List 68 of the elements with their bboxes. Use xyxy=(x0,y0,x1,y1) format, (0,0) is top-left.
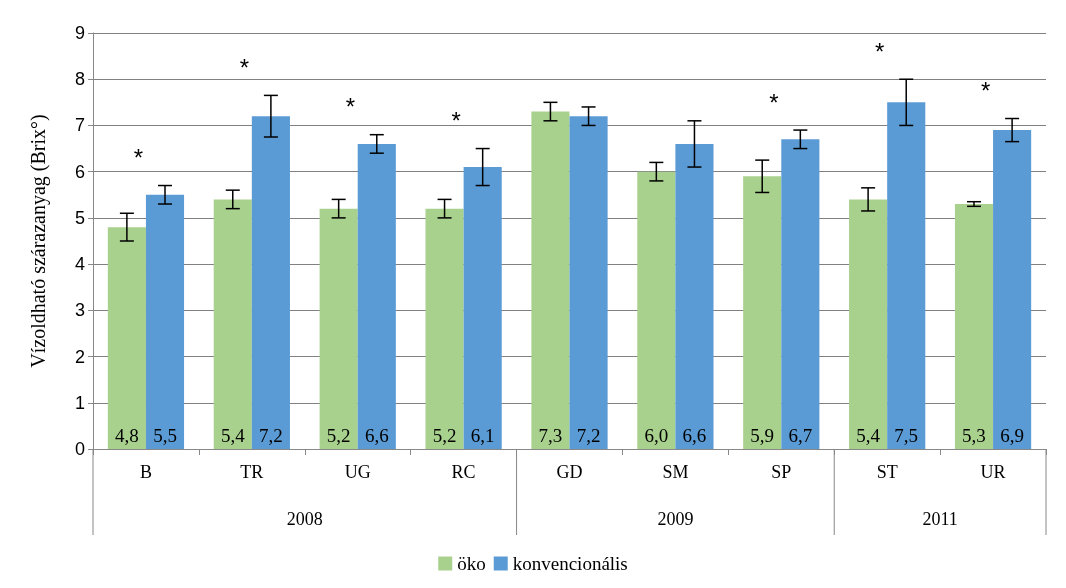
y-tick-label: 0 xyxy=(74,439,85,459)
text: 2008 xyxy=(286,509,323,529)
y-tick-label: 3 xyxy=(74,300,85,321)
bar xyxy=(569,116,608,449)
y-axis-title: Vízoldható szárazanyag (Brix°) xyxy=(27,114,50,368)
annotation: * xyxy=(451,107,461,135)
bar xyxy=(251,116,290,449)
bar xyxy=(849,199,888,449)
legend-label: konvencionális xyxy=(512,553,628,574)
bar xyxy=(357,143,396,449)
bar xyxy=(993,130,1032,449)
data-label: 5,4 xyxy=(856,425,881,446)
x-tick-label: SP xyxy=(771,462,792,482)
bar xyxy=(743,176,782,449)
data-label: 7,2 xyxy=(259,425,283,446)
y-tick-label: 8 xyxy=(74,69,85,90)
y-tick-label: 5 xyxy=(74,207,85,228)
data-label: 6,6 xyxy=(364,425,389,446)
bar xyxy=(107,227,146,449)
y-tick-label: 9 xyxy=(74,23,85,43)
data-label: 4,8 xyxy=(115,425,139,446)
bar xyxy=(319,208,358,449)
y-tick-label: 7 xyxy=(74,115,85,136)
data-label: 5,9 xyxy=(750,425,775,446)
data-label: 5,4 xyxy=(220,425,246,446)
annotation: * xyxy=(980,77,991,105)
bar xyxy=(887,102,926,449)
bar xyxy=(463,167,502,449)
y-tick-label: 2 xyxy=(74,346,85,367)
annotation: * xyxy=(239,53,250,81)
bar xyxy=(531,111,570,449)
x-tick-label: ST xyxy=(876,462,898,482)
x-tick-label: UG xyxy=(344,462,371,482)
bar xyxy=(781,139,820,449)
data-label: 7,3 xyxy=(538,425,563,446)
y-tick-label: 1 xyxy=(74,392,85,413)
bar xyxy=(675,143,714,449)
bar xyxy=(954,204,994,449)
data-label: 6,6 xyxy=(682,425,707,446)
data-label: 7,5 xyxy=(894,425,919,446)
data-label: 5,2 xyxy=(432,425,457,446)
x-tick-label: UR xyxy=(980,462,1006,482)
data-label: 7,2 xyxy=(576,425,601,446)
data-label: 6,7 xyxy=(788,425,813,446)
x-tick-label: RC xyxy=(451,462,476,482)
x-tick-label: GD xyxy=(556,462,583,482)
x-tick-label: SM xyxy=(662,462,689,482)
annotation: * xyxy=(875,37,885,65)
y-tick-label: 4 xyxy=(74,254,85,275)
y-tick-label: 6 xyxy=(74,161,85,182)
bar xyxy=(213,199,252,449)
annotation: * xyxy=(133,144,144,172)
annotation: * xyxy=(769,88,779,116)
bar xyxy=(637,171,676,449)
data-label: 5,3 xyxy=(962,425,986,446)
data-label: 6,9 xyxy=(1000,425,1024,446)
data-label: 6,1 xyxy=(470,425,495,446)
text: 2011 xyxy=(922,509,958,529)
data-label: 5,2 xyxy=(326,425,351,446)
bar xyxy=(425,208,464,449)
data-label: 5,5 xyxy=(153,425,177,446)
annotation: * xyxy=(345,93,355,121)
x-tick-label: B xyxy=(139,462,152,482)
text: 2009 xyxy=(657,509,694,529)
data-label: 6,0 xyxy=(644,425,669,446)
legend-label: öko xyxy=(457,553,486,574)
bar xyxy=(145,194,185,449)
x-tick-label: TR xyxy=(240,462,264,482)
